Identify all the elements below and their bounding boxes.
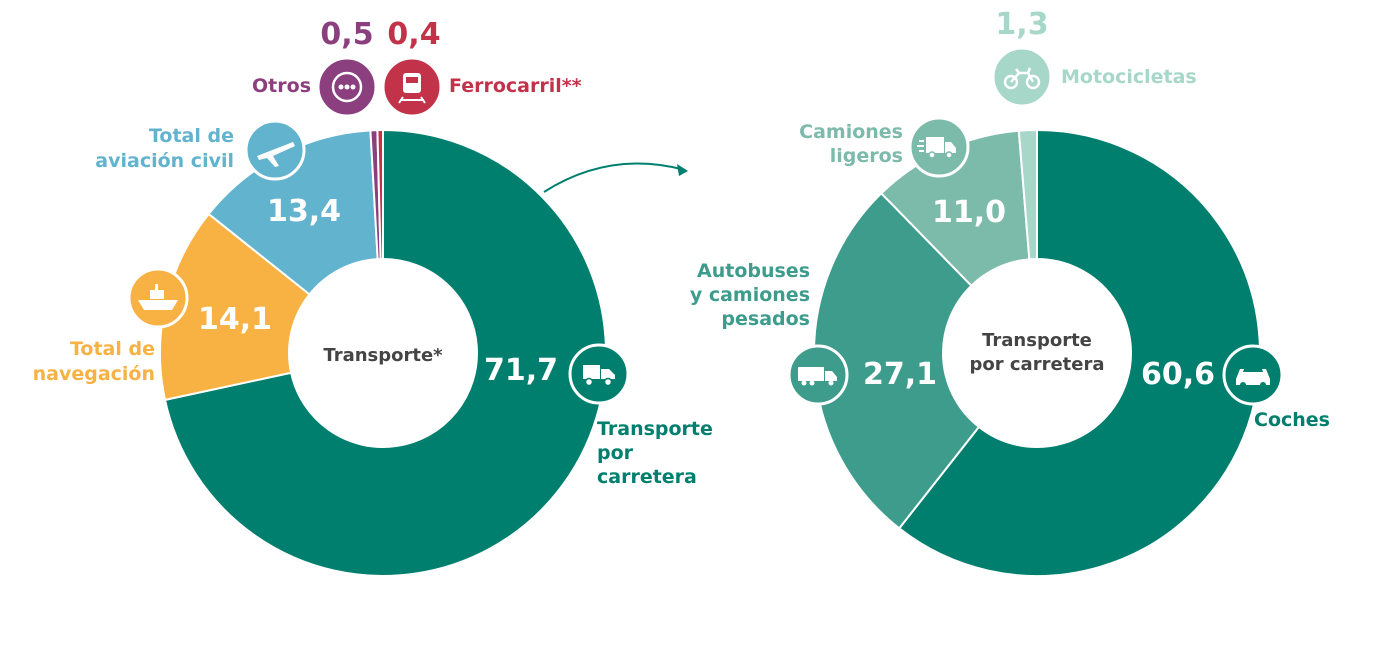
donut-road-transport <box>813 128 1261 577</box>
train-icon <box>381 56 443 118</box>
right-center-label-line1: Transporte <box>982 330 1092 351</box>
value-light: 11,0 <box>932 195 1006 230</box>
ship-icon <box>127 267 189 329</box>
label-road-line2: por <box>597 442 634 464</box>
value-moto: 1,3 <box>995 7 1048 42</box>
truck-icon <box>568 343 630 405</box>
motorcycle-icon <box>991 46 1053 108</box>
connector-arrow <box>543 162 686 193</box>
value-rail: 0,4 <box>387 17 440 52</box>
value-navigation: 14,1 <box>198 302 272 337</box>
value-others: 0,5 <box>320 17 373 52</box>
connector-arrowhead <box>677 164 688 176</box>
label-heavy-line3: pesados <box>721 308 810 330</box>
label-light-line1: Camiones <box>799 121 903 143</box>
right-center-label-line2: por carretera <box>969 354 1104 375</box>
label-road-line3: carretera <box>597 466 697 488</box>
label-road-line1: Transporte <box>597 418 713 440</box>
value-cars: 60,6 <box>1141 357 1215 392</box>
donut-transport <box>159 128 607 577</box>
value-road: 71,7 <box>484 353 558 388</box>
value-heavy: 27,1 <box>863 357 937 392</box>
label-light-line2: ligeros <box>830 145 903 167</box>
label-navigation-line1: Total de <box>70 338 155 360</box>
van-icon <box>908 116 970 178</box>
label-cars: Coches <box>1254 409 1330 431</box>
value-aviation: 13,4 <box>267 194 341 229</box>
label-others: Otros <box>252 75 311 97</box>
road-hole <box>943 259 1131 447</box>
label-moto: Motocicletas <box>1061 66 1197 88</box>
label-heavy-line2: y camiones <box>690 284 810 306</box>
airplane-icon <box>244 119 306 181</box>
heavy-truck-icon <box>787 344 849 406</box>
label-heavy-line1: Autobuses <box>697 260 810 282</box>
transport-hole <box>289 259 477 447</box>
car-icon <box>1222 344 1284 406</box>
label-navigation-line2: navegación <box>33 363 155 385</box>
left-center-label: Transporte* <box>323 345 443 366</box>
label-rail: Ferrocarril** <box>449 75 582 97</box>
label-aviation-line1: Total de <box>149 125 234 147</box>
more-dots-icon <box>316 56 378 118</box>
label-aviation-line2: aviación civil <box>95 150 234 172</box>
